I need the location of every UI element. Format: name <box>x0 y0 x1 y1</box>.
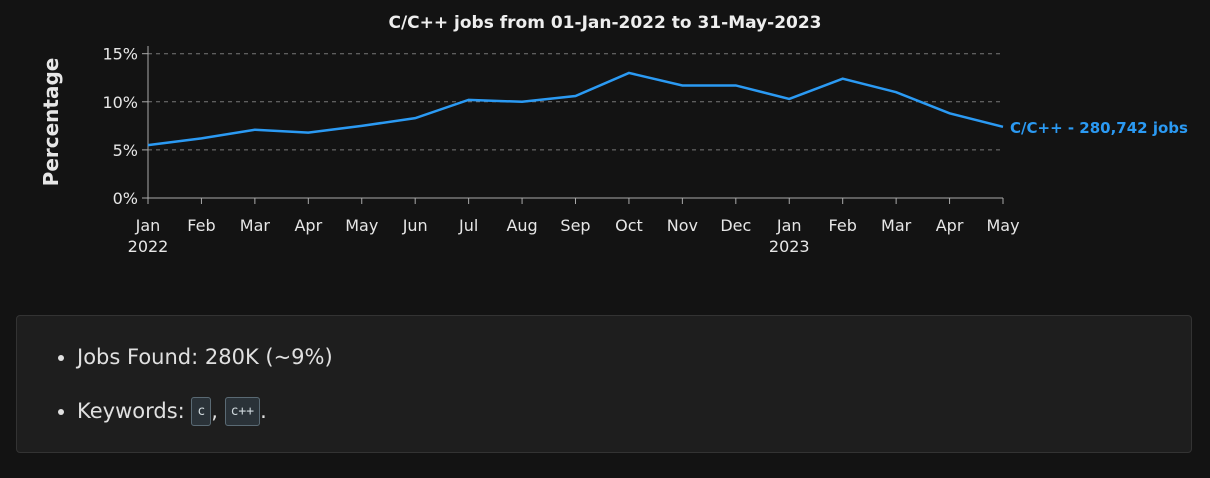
x-tick-year: 2022 <box>128 237 169 256</box>
x-tick-label: Jul <box>458 216 478 235</box>
keyword: c <box>191 397 212 426</box>
x-tick-label: Sep <box>560 216 590 235</box>
x-tick-label: Apr <box>936 216 964 235</box>
summary-box: Jobs Found: 280K (~9%) Keywords: c, c++. <box>16 315 1192 453</box>
jobs-found: Jobs Found: 280K (~9%) <box>77 330 1191 384</box>
y-tick-label: 5% <box>113 141 138 160</box>
end-punctuation: . <box>260 399 267 423</box>
x-tick-label: Oct <box>615 216 643 235</box>
summary-list: Jobs Found: 280K (~9%) Keywords: c, c++. <box>17 316 1191 438</box>
y-axis-label: Percentage <box>39 58 63 187</box>
x-tick-label: Jan <box>776 216 802 235</box>
x-tick-label: May <box>345 216 378 235</box>
x-tick-label: Aug <box>506 216 537 235</box>
y-tick-label: 0% <box>113 189 138 208</box>
chart-title: C/C++ jobs from 01-Jan-2022 to 31-May-20… <box>388 13 821 33</box>
x-tick-label: Jun <box>402 216 428 235</box>
x-tick-label: Jan <box>135 216 161 235</box>
x-tick-label: Dec <box>720 216 751 235</box>
x-tick-label: Feb <box>829 216 857 235</box>
chart: C/C++ jobs from 01-Jan-2022 to 31-May-20… <box>39 13 1188 256</box>
series-line <box>147 71 1004 147</box>
series-label: C/C++ - 280,742 jobs <box>1010 119 1188 137</box>
x-tick-label: May <box>986 216 1019 235</box>
x-tick-label: Mar <box>881 216 912 235</box>
y-tick-label: 15% <box>102 45 138 64</box>
keywords-label: Keywords: <box>77 399 185 423</box>
x-tick-label: Feb <box>187 216 215 235</box>
x-tick-label: Nov <box>667 216 698 235</box>
separator: , <box>211 399 218 423</box>
keyword: c++ <box>224 397 261 426</box>
x-tick-label: Apr <box>294 216 322 235</box>
y-tick-label: 10% <box>102 93 138 112</box>
x-tick-label: Mar <box>240 216 271 235</box>
keywords: Keywords: c, c++. <box>77 384 1191 438</box>
x-tick-year: 2023 <box>769 237 810 256</box>
